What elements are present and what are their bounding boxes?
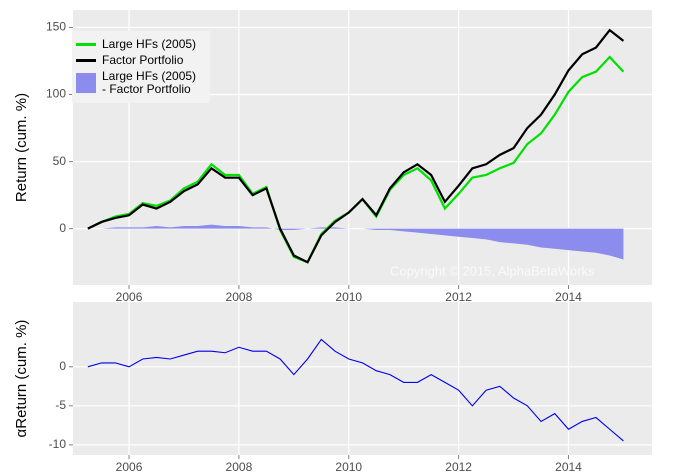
legend-label: Factor Portfolio [102,53,184,67]
x-tick-label: 2010 [335,460,362,474]
y-axis-title: Return (cum. %) [13,93,30,202]
legend-item: Large HFs (2005) [76,38,206,51]
x-tick-label: 2006 [116,460,143,474]
x-tick-label: 2012 [445,290,472,304]
y-tick-label: 100 [46,87,66,101]
legend-label: Large HFs (2005) - Factor Portfolio [102,69,197,96]
legend-key [76,59,96,62]
x-tick-label: 2008 [226,290,253,304]
x-tick-label: 2010 [335,290,362,304]
y-tick-label: 0 [59,359,66,373]
x-tick-label: 2008 [226,460,253,474]
y-axis-title: αReturn (cum. %) [13,320,30,438]
y-tick-label: 0 [59,221,66,235]
legend-label: Large HFs (2005) [102,37,197,51]
area [87,224,624,260]
x-tick-label: 2006 [116,290,143,304]
legend: Large HFs (2005) Factor Portfolio Large HF… [72,31,210,103]
line [87,28,625,264]
x-tick-label: 2014 [555,290,582,304]
y-tick-label: 50 [53,154,67,168]
y-tick-label: 150 [46,20,66,34]
watermark: Copyright © 2015, AlphaBetaWorks [390,263,595,278]
legend-item: Large HFs (2005) - Factor Portfolio [76,70,206,96]
line [87,338,624,442]
x-tick-label: 2012 [445,460,472,474]
y-tick-label: -10 [49,437,67,451]
plot-background [73,302,652,455]
y-tick-label: -5 [55,398,66,412]
legend-item: Factor Portfolio [76,54,206,67]
legend-key [76,73,96,93]
x-tick-label: 2014 [555,460,582,474]
legend-key [76,43,96,46]
